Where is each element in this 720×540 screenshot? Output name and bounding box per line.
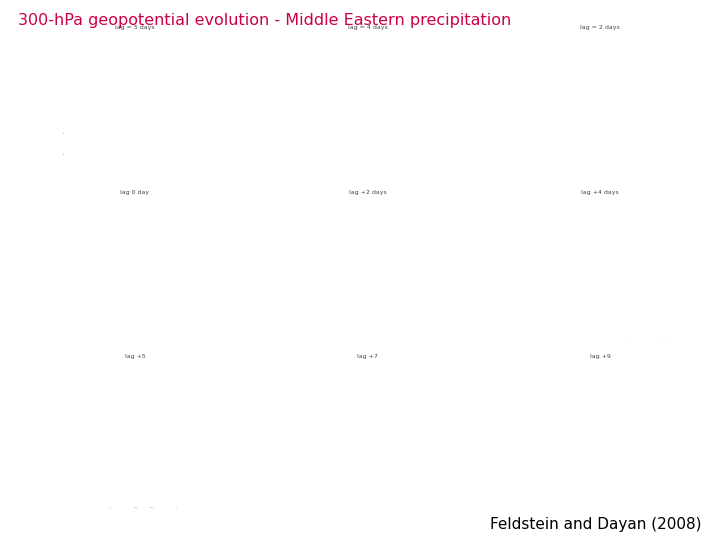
Text: lag +4 days: lag +4 days [581, 190, 619, 195]
Text: +2 days: +2 days [384, 202, 436, 215]
PathPatch shape [528, 35, 672, 178]
Text: Feldstein and Dayan (2008): Feldstein and Dayan (2008) [490, 517, 702, 532]
PathPatch shape [296, 364, 439, 508]
PathPatch shape [63, 200, 207, 343]
Text: +4 days: +4 days [616, 202, 669, 215]
PathPatch shape [528, 364, 672, 508]
Text: lag +2 days: lag +2 days [348, 190, 387, 195]
Text: lag +9: lag +9 [590, 354, 611, 360]
Text: +7days: +7days [387, 367, 436, 380]
Text: lag = 5 days: lag = 5 days [115, 25, 155, 30]
Text: 300-hPa geopotential evolution - Middle Eastern precipitation: 300-hPa geopotential evolution - Middle … [18, 14, 511, 29]
Text: lag 0 day: lag 0 day [120, 190, 150, 195]
Text: +9 days: +9 days [616, 367, 669, 380]
Text: -4 days: -4 days [388, 38, 436, 51]
Text: lag +5: lag +5 [125, 354, 145, 360]
PathPatch shape [63, 364, 207, 508]
Text: lag = 4 days: lag = 4 days [348, 25, 387, 30]
PathPatch shape [528, 200, 672, 343]
Text: lag = 2 days: lag = 2 days [580, 25, 620, 30]
PathPatch shape [296, 200, 439, 343]
Text: 0 days: 0 days [161, 202, 204, 215]
Text: -2 days: -2 days [621, 38, 669, 51]
Text: lag +7: lag +7 [357, 354, 378, 360]
PathPatch shape [296, 35, 439, 178]
PathPatch shape [63, 35, 207, 178]
Text: +5 days: +5 days [150, 367, 204, 380]
Text: -6 days: -6 days [156, 38, 204, 51]
